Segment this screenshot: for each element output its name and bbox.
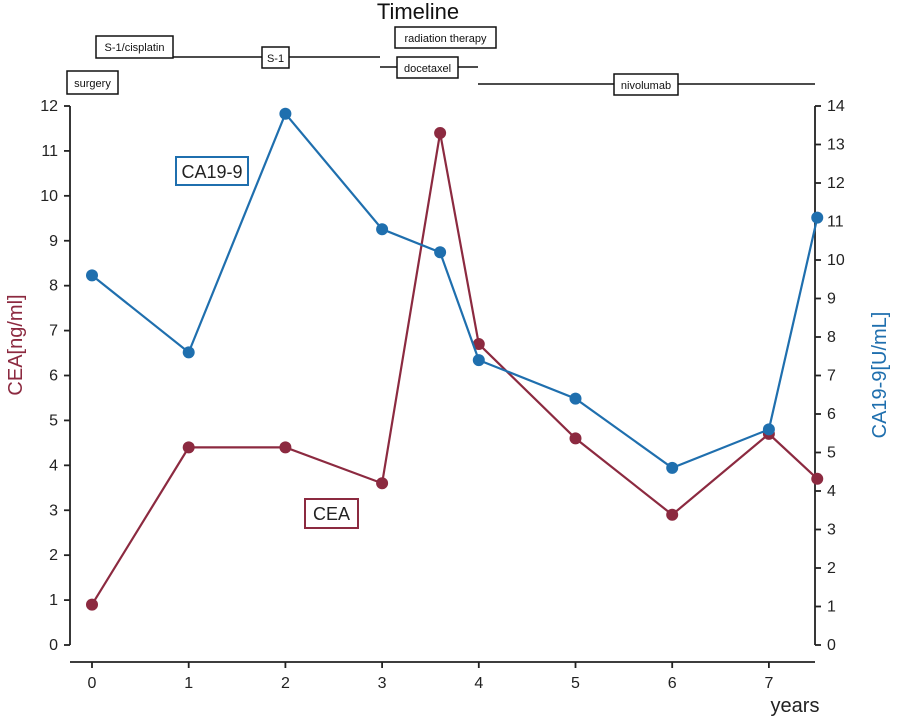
y-left-tick-label: 9 — [49, 233, 58, 250]
y-right-tick-label: 14 — [827, 98, 845, 115]
x-tick-label: 4 — [474, 675, 483, 692]
annotation-ca19-9: CA19-9 — [175, 156, 249, 186]
y-right-tick-label: 6 — [827, 406, 836, 423]
x-tick-label: 7 — [764, 675, 773, 692]
series-line-cea — [91, 132, 819, 606]
y-left-tick-label: 7 — [49, 323, 58, 340]
data-point-cea — [182, 441, 195, 454]
data-point-cea — [666, 508, 679, 521]
y-left-tick-label: 6 — [49, 368, 58, 385]
annotation-cea: CEA — [304, 498, 359, 529]
data-point-cea — [569, 432, 582, 445]
y-right-tick-label: 11 — [827, 214, 844, 231]
y-left-tick-label: 3 — [49, 502, 58, 519]
timeline-box-docetaxel: docetaxel — [396, 56, 459, 79]
data-point-ca19-9 — [182, 346, 195, 359]
y-left-tick-label: 10 — [40, 188, 58, 205]
annotation-ca19-9-label: CA19-9 — [181, 162, 242, 182]
y-right-tick-label: 7 — [827, 368, 836, 385]
y-right-tick-label: 2 — [827, 560, 836, 577]
treatment-timeline: surgery S-1/cisplatin S-1 radiation ther… — [66, 26, 815, 96]
y-right-tick-label: 10 — [827, 252, 845, 269]
annotation-cea-label: CEA — [313, 504, 350, 524]
chart-title: Timeline — [377, 0, 459, 24]
timeline-label-nivolumab: nivolumab — [621, 80, 671, 92]
timeline-label-s1: S-1 — [267, 53, 284, 65]
series-layer — [86, 107, 824, 611]
timeline-label-s1-cisplatin: S-1/cisplatin — [105, 42, 165, 54]
data-point-ca19-9 — [666, 461, 679, 474]
data-point-ca19-9 — [569, 392, 582, 405]
timeline-box-s1: S-1 — [261, 46, 290, 69]
timeline-label-docetaxel: docetaxel — [404, 63, 451, 75]
data-point-cea — [86, 598, 98, 611]
y-right-tick-label: 3 — [827, 522, 836, 539]
x-tick-label: 5 — [571, 675, 580, 692]
timeline-box-surgery: surgery — [66, 70, 119, 95]
timeline-box-s1-cisplatin: S-1/cisplatin — [95, 35, 174, 59]
y-left-tick-label: 1 — [49, 592, 58, 609]
data-point-ca19-9 — [86, 269, 98, 282]
y-right-tick-label: 12 — [827, 175, 845, 192]
y-right-tick-label: 1 — [827, 599, 836, 616]
x-tick-label: 6 — [668, 675, 677, 692]
y-axis-left-label: CEA[ng/ml] — [5, 294, 27, 395]
y-left-tick-label: 5 — [49, 412, 58, 429]
x-tick-label: 0 — [88, 675, 97, 692]
x-tick-label: 1 — [184, 675, 193, 692]
data-point-ca19-9 — [762, 423, 775, 436]
x-axis-label: years — [771, 695, 820, 717]
y-left-tick-label: 11 — [41, 143, 58, 160]
y-left-tick-label: 0 — [49, 637, 58, 654]
data-point-cea — [434, 126, 447, 139]
x-tick-label: 2 — [281, 675, 290, 692]
y-right-tick-label: 13 — [827, 137, 845, 154]
data-point-ca19-9 — [279, 107, 292, 120]
y-right-tick-label: 5 — [827, 445, 836, 462]
y-left-tick-label: 4 — [49, 457, 58, 474]
data-point-cea — [472, 338, 485, 351]
y-right-tick-label: 0 — [827, 637, 836, 654]
y-right-tick-label: 8 — [827, 329, 836, 346]
data-point-ca19-9 — [434, 246, 447, 259]
y-right-tick-label: 9 — [827, 291, 836, 308]
y-left-tick-label: 2 — [49, 547, 58, 564]
data-point-ca19-9 — [811, 211, 824, 224]
data-point-cea — [376, 477, 389, 490]
timeline-box-radiation-therapy: radiation therapy — [394, 26, 497, 49]
series-line-ca19-9 — [91, 111, 819, 470]
y-right-tick-label: 4 — [827, 483, 836, 500]
y-left-tick-label: 8 — [49, 278, 58, 295]
y-axis-right-label: CA19-9[U/mL] — [869, 312, 891, 439]
timeline-box-nivolumab: nivolumab — [613, 73, 679, 96]
x-tick-label: 3 — [378, 675, 387, 692]
data-point-ca19-9 — [376, 223, 389, 236]
data-point-ca19-9 — [472, 354, 485, 367]
timeline-label-surgery: surgery — [74, 78, 111, 90]
y-left-tick-label: 12 — [40, 98, 58, 115]
data-point-cea — [279, 441, 292, 454]
timeline-label-radiation-therapy: radiation therapy — [405, 33, 487, 45]
data-point-cea — [811, 472, 824, 485]
